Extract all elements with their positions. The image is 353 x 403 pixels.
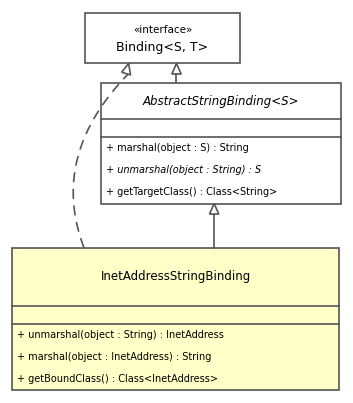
Polygon shape bbox=[122, 63, 131, 75]
Text: + marshal(object : InetAddress) : String: + marshal(object : InetAddress) : String bbox=[17, 351, 211, 361]
Bar bbox=[101, 83, 341, 204]
Text: Binding<S, T>: Binding<S, T> bbox=[116, 41, 209, 54]
Text: AbstractStringBinding<S>: AbstractStringBinding<S> bbox=[143, 95, 299, 108]
Polygon shape bbox=[210, 204, 219, 214]
Text: + marshal(object : S) : String: + marshal(object : S) : String bbox=[107, 143, 249, 154]
Polygon shape bbox=[172, 63, 181, 74]
Text: InetAddressStringBinding: InetAddressStringBinding bbox=[101, 270, 251, 283]
Text: + getTargetClass() : Class<String>: + getTargetClass() : Class<String> bbox=[107, 187, 278, 197]
Bar bbox=[85, 13, 240, 63]
Bar bbox=[12, 247, 339, 390]
Text: + getBoundClass() : Class<InetAddress>: + getBoundClass() : Class<InetAddress> bbox=[17, 374, 218, 384]
Text: + unmarshal(object : String) : S: + unmarshal(object : String) : S bbox=[107, 166, 262, 175]
Text: «interface»: «interface» bbox=[133, 25, 192, 35]
Text: + unmarshal(object : String) : InetAddress: + unmarshal(object : String) : InetAddre… bbox=[17, 330, 224, 340]
